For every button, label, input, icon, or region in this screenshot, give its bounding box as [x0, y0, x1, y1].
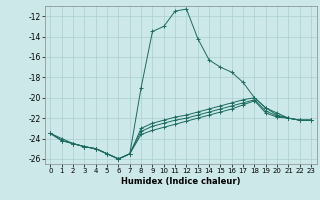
- X-axis label: Humidex (Indice chaleur): Humidex (Indice chaleur): [121, 177, 241, 186]
